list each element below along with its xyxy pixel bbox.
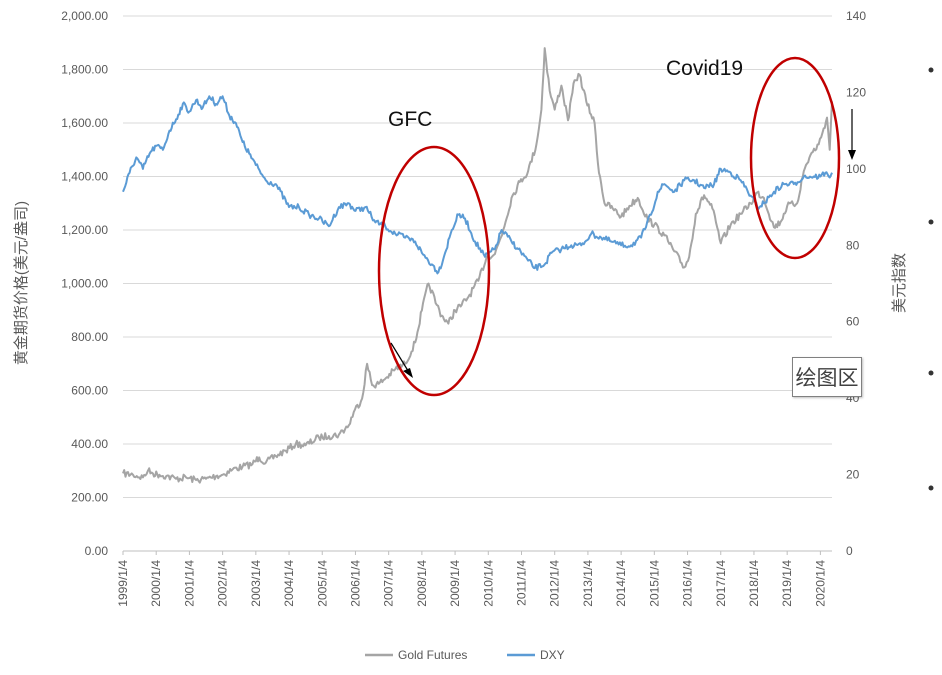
x-tick-label: 2015/1/4	[647, 560, 661, 607]
x-tick-label: 2016/1/4	[681, 560, 695, 607]
bullet-marker	[928, 219, 934, 225]
right-axis-title: 美元指数	[891, 253, 908, 313]
left-tick-label: 0.00	[85, 544, 109, 558]
x-tick-label: 2014/1/4	[614, 560, 628, 607]
x-tick-label: 2012/1/4	[548, 560, 562, 607]
right-tick-label: 100	[846, 162, 866, 176]
covid-highlight-ellipse	[749, 56, 841, 260]
covid-arrowhead	[848, 150, 856, 160]
x-tick-label: 2001/1/4	[182, 560, 196, 607]
x-tick-label: 2011/1/4	[515, 560, 529, 606]
x-tick-label: 2006/1/4	[348, 560, 362, 607]
x-tick-label: 2013/1/4	[581, 560, 595, 607]
x-tick-label: 2000/1/4	[149, 560, 163, 607]
x-tick-label: 2010/1/4	[481, 560, 495, 607]
right-tick-label: 80	[846, 238, 860, 252]
x-tick-label: 1999/1/4	[116, 560, 130, 607]
x-tick-label: 2020/1/4	[813, 560, 827, 607]
plot-area-tooltip: 绘图区	[792, 357, 862, 397]
left-tick-label: 1,200.00	[61, 223, 108, 237]
gfc-label: GFC	[388, 108, 432, 131]
left-axis-ticks: 0.00 200.00 400.00 600.00 800.00 1,000.00 1,20…	[61, 9, 108, 558]
left-tick-label: 1,800.00	[61, 63, 108, 77]
x-tick-label: 2019/1/4	[780, 560, 794, 607]
x-tick-label: 2002/1/4	[216, 560, 230, 607]
left-tick-label: 800.00	[71, 330, 108, 344]
gfc-arrow	[390, 342, 411, 375]
right-tick-label: 60	[846, 315, 860, 329]
left-tick-label: 2,000.00	[61, 9, 108, 23]
bullet-marker	[928, 485, 934, 491]
right-tick-label: 0	[846, 544, 853, 558]
left-tick-label: 1,400.00	[61, 170, 108, 184]
right-tick-label: 20	[846, 468, 860, 482]
left-tick-label: 600.00	[71, 384, 108, 398]
series-line-gold-futures	[122, 47, 833, 484]
gridlines	[123, 15, 832, 552]
series-line-dxy	[122, 95, 833, 275]
gfc-arrowhead	[403, 368, 413, 378]
left-tick-label: 200.00	[71, 491, 108, 505]
bullet-marker	[928, 370, 934, 376]
legend-label-gold: Gold Futures	[398, 648, 467, 662]
x-tick-label: 2018/1/4	[747, 560, 761, 607]
covid-label: Covid19	[666, 57, 743, 80]
gfc-highlight-ellipse	[377, 145, 491, 397]
x-tick-label: 2017/1/4	[714, 560, 728, 607]
x-tick-label: 2009/1/4	[448, 560, 462, 607]
legend-label-dxy: DXY	[540, 648, 565, 662]
left-axis-title: 黄金期货价格(美元/盎司)	[13, 201, 30, 365]
left-tick-label: 400.00	[71, 437, 108, 451]
x-tick-label: 2008/1/4	[415, 560, 429, 607]
bullet-marker	[928, 67, 934, 73]
series-layer	[122, 47, 833, 484]
left-tick-label: 1,600.00	[61, 116, 108, 130]
x-tick-label: 2003/1/4	[249, 560, 263, 607]
left-tick-label: 1,000.00	[61, 277, 108, 291]
right-tick-label: 140	[846, 9, 866, 23]
legend: Gold Futures DXY	[365, 648, 565, 662]
x-tick-label: 2004/1/4	[282, 560, 296, 607]
right-tick-label: 120	[846, 85, 866, 99]
x-axis-ticks: 1999/1/4 2000/1/4 2001/1/4 2002/1/4 2003/1/4…	[116, 551, 827, 607]
x-tick-label: 2005/1/4	[315, 560, 329, 607]
x-tick-label: 2007/1/4	[382, 560, 396, 607]
